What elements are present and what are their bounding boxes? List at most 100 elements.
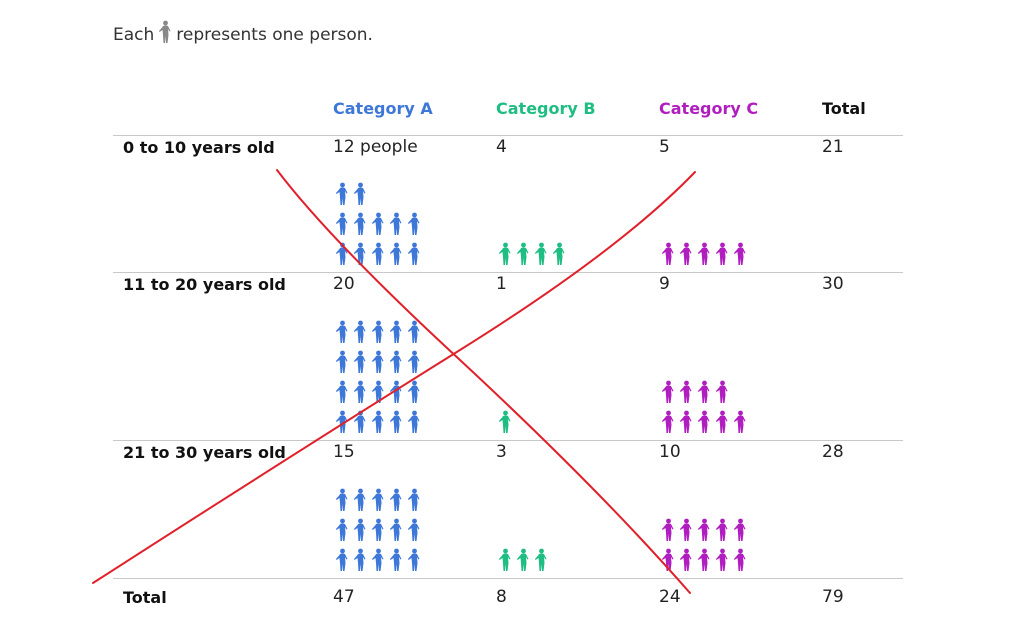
person-icon	[680, 548, 692, 571]
person-icon	[734, 518, 746, 541]
person-icon	[354, 488, 366, 511]
row-total: 21	[822, 137, 844, 157]
person-icon	[372, 380, 384, 403]
person-icon	[354, 242, 366, 265]
person-icon	[680, 410, 692, 433]
person-icon	[372, 488, 384, 511]
person-icon	[354, 380, 366, 403]
person-icon	[698, 410, 710, 433]
person-icon	[372, 212, 384, 235]
person-icon	[662, 548, 674, 571]
annotation-stroke	[276, 169, 691, 594]
person-icon	[535, 548, 547, 571]
person-icon	[390, 350, 402, 373]
person-icon	[662, 410, 674, 433]
person-icon	[354, 182, 366, 205]
person-icon	[408, 212, 420, 235]
header-category-c: Category C	[659, 99, 759, 118]
person-icon	[390, 548, 402, 571]
legend: Each represents one person.	[113, 20, 373, 49]
grand-total: 79	[822, 587, 844, 607]
person-icon	[535, 242, 547, 265]
person-icon	[354, 350, 366, 373]
divider	[113, 440, 903, 441]
person-icon	[158, 20, 172, 49]
total-category-a: 47	[333, 587, 355, 607]
legend-before: Each	[113, 24, 155, 45]
legend-after: represents one person.	[176, 24, 373, 45]
header-category-a: Category A	[333, 99, 433, 118]
person-icon	[372, 548, 384, 571]
person-icon	[336, 182, 348, 205]
person-icon	[336, 518, 348, 541]
person-icon	[734, 410, 746, 433]
person-icon	[336, 350, 348, 373]
annotation-stroke	[92, 171, 696, 584]
total-category-c: 24	[659, 587, 681, 607]
header-total: Total	[822, 99, 866, 118]
divider	[113, 578, 903, 579]
person-icon	[372, 410, 384, 433]
cell-value: 9	[659, 274, 670, 294]
person-icon	[354, 212, 366, 235]
person-icon	[372, 320, 384, 343]
person-icon	[390, 242, 402, 265]
cell-value: 10	[659, 442, 681, 462]
person-icon	[680, 518, 692, 541]
person-icon	[408, 350, 420, 373]
person-icon	[662, 518, 674, 541]
person-icon	[553, 242, 565, 265]
person-icon	[716, 518, 728, 541]
totals-label: Total	[123, 588, 167, 607]
cell-value: 20	[333, 274, 355, 294]
person-icon	[372, 242, 384, 265]
person-icon	[408, 320, 420, 343]
person-icon	[734, 242, 746, 265]
person-icon	[408, 242, 420, 265]
person-icon	[517, 242, 529, 265]
person-icon	[336, 212, 348, 235]
person-icon	[408, 410, 420, 433]
person-icon	[390, 488, 402, 511]
cell-value: 12 people	[333, 137, 418, 157]
person-icon	[390, 380, 402, 403]
cell-value: 15	[333, 442, 355, 462]
person-icon	[354, 548, 366, 571]
person-icon	[499, 242, 511, 265]
person-icon	[354, 518, 366, 541]
row-total: 28	[822, 442, 844, 462]
person-icon	[698, 380, 710, 403]
person-icon	[680, 380, 692, 403]
person-icon	[716, 380, 728, 403]
row-total: 30	[822, 274, 844, 294]
row-label: 0 to 10 years old	[123, 138, 275, 157]
person-icon	[390, 212, 402, 235]
person-icon	[734, 548, 746, 571]
cell-value: 5	[659, 137, 670, 157]
person-icon	[499, 410, 511, 433]
divider	[113, 135, 903, 136]
person-icon	[372, 518, 384, 541]
total-category-b: 8	[496, 587, 507, 607]
person-icon	[372, 350, 384, 373]
person-icon	[408, 548, 420, 571]
person-icon	[698, 518, 710, 541]
person-icon	[390, 410, 402, 433]
person-icon	[698, 242, 710, 265]
person-icon	[716, 548, 728, 571]
person-icon	[716, 242, 728, 265]
person-icon	[354, 320, 366, 343]
person-icon	[662, 380, 674, 403]
person-icon	[390, 320, 402, 343]
row-label: 11 to 20 years old	[123, 275, 286, 294]
person-icon	[716, 410, 728, 433]
person-icon	[517, 548, 529, 571]
person-icon	[336, 548, 348, 571]
person-icon	[336, 488, 348, 511]
person-icon	[408, 380, 420, 403]
cell-value: 4	[496, 137, 507, 157]
person-icon	[336, 320, 348, 343]
person-icon	[408, 518, 420, 541]
header-category-b: Category B	[496, 99, 596, 118]
